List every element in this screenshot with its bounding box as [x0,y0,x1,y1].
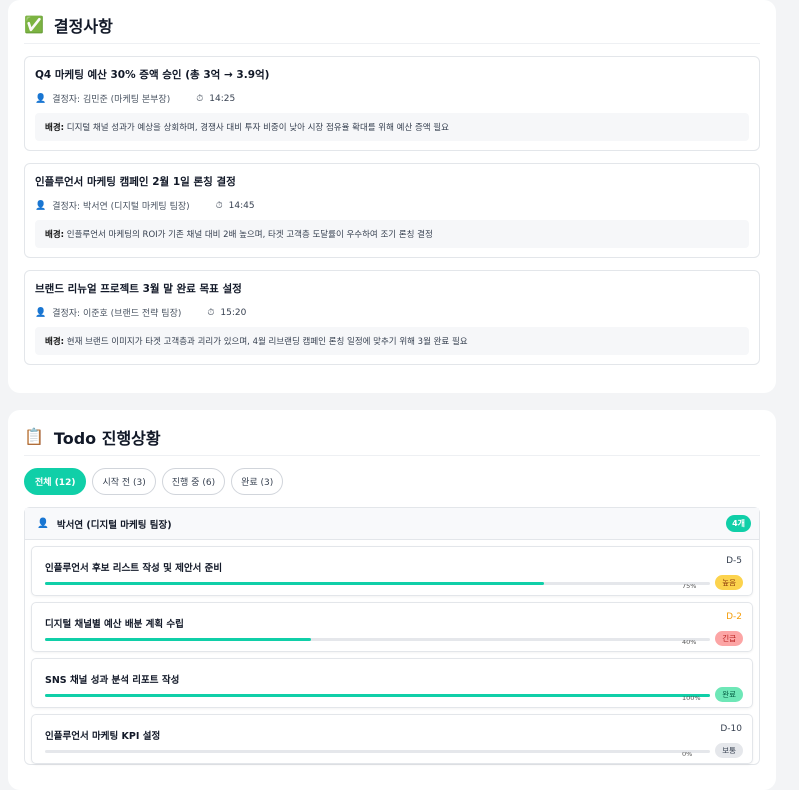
decision-title: 브랜드 리뉴얼 프로젝트 3월 말 완료 목표 설정 [35,283,242,295]
decision-background: 배경: 디지털 채널 성과가 예상을 상회하며, 경쟁사 대비 투자 비중이 낮… [35,113,749,141]
todo-item[interactable]: SNS 채널 성과 분석 리포트 작성 100% 완료 [31,658,753,708]
todo-title: SNS 채널 성과 분석 리포트 작성 [45,675,180,686]
due-label: D-2 [726,612,742,622]
filter-tab[interactable]: 진행 중 (6) [161,468,226,495]
progress-bar [45,582,710,585]
progress-percent: 75% [682,584,697,589]
priority-badge: 높음 [715,575,743,590]
clipboard-icon: 📋 [24,427,44,446]
decision-card: 브랜드 리뉴얼 프로젝트 3월 말 완료 목표 설정 👤 결정자: 이준호 (브랜… [24,270,760,365]
priority-badge: 긴급 [715,631,743,646]
decisions-section: ✅ 결정사항 Q4 마케팅 예산 30% 증액 승인 (총 3억 → 3.9억) … [8,0,776,393]
todo-header: 📋 Todo 진행상황 [24,410,760,456]
check-box-icon: ✅ [24,15,44,34]
group-owner: 박서연 (디지털 마케팅 팀장) [56,519,172,531]
todo-item[interactable]: 인플루언서 후보 리스트 작성 및 제안서 준비 D-5 75% 높음 [31,546,753,596]
decision-card: Q4 마케팅 예산 30% 증액 승인 (총 3억 → 3.9억) 👤 결정자: … [24,56,760,151]
due-label: D-5 [726,556,742,566]
progress-percent: 100% [682,696,701,701]
progress-bar [45,694,710,697]
clock-icon: ⏱ [196,93,204,104]
decision-background: 배경: 현재 브랜드 이미지가 타겟 고객층과 괴리가 있으며, 4월 리브랜딩… [35,327,749,355]
todo-section: 📋 Todo 진행상황 전체 (12) 시작 전 (3) 진행 중 (6) 완료 (3)… [8,410,776,790]
section-title: 결정사항 [53,16,113,36]
priority-badge: 보통 [715,743,743,758]
decision-background: 배경: 인플루언서 마케팅의 ROI가 기존 채널 대비 2배 높으며, 타겟 … [35,220,749,248]
progress-percent: 0% [682,752,693,757]
decision-title: 인플루언서 마케팅 캠페인 2월 1일 론칭 결정 [35,176,236,188]
decider: 결정자: 박서연 (디지털 마케팅 팀장) [52,202,190,212]
group-header[interactable]: 👤 박서연 (디지털 마케팅 팀장) 4개 [25,508,759,540]
decision-title: Q4 마케팅 예산 30% 증액 승인 (총 3억 → 3.9억) [35,69,270,81]
filter-tabs: 전체 (12) 시작 전 (3) 진행 중 (6) 완료 (3) [24,468,760,495]
todo-item[interactable]: 인플루언서 마케팅 KPI 설정 D-10 0% 보통 [31,714,753,764]
decision-time: 15:20 [220,307,247,318]
due-label: D-10 [720,724,742,734]
progress-percent: 40% [682,640,697,645]
filter-tab[interactable]: 완료 (3) [231,468,284,495]
progress-bar [45,750,710,753]
section-title: Todo 진행상황 [53,428,161,448]
filter-tab[interactable]: 시작 전 (3) [92,468,156,495]
todo-title: 인플루언서 마케팅 KPI 설정 [45,731,161,742]
filter-tab[interactable]: 전체 (12) [24,468,87,495]
clock-icon: ⏱ [215,200,223,211]
decision-card: 인플루언서 마케팅 캠페인 2월 1일 론칭 결정 👤 결정자: 박서연 (디지털… [24,163,760,258]
todo-title: 인플루언서 후보 리스트 작성 및 제안서 준비 [45,563,223,574]
todo-group: 👤 박서연 (디지털 마케팅 팀장) 4개 인플루언서 후보 리스트 작성 및 제안… [24,507,760,765]
decision-time: 14:25 [209,93,236,104]
decider: 결정자: 이준호 (브랜드 전략 팀장) [52,309,182,319]
todo-title: 디지털 채널별 예산 배분 계획 수립 [45,619,184,630]
priority-badge: 완료 [715,687,743,702]
person-icon: 👤 [35,307,47,318]
person-icon: 👤 [35,93,47,104]
decider: 결정자: 김민준 (마케팅 본부장) [52,95,171,105]
decisions-header: ✅ 결정사항 [24,0,760,44]
decision-time: 14:45 [228,200,255,211]
clock-icon: ⏱ [207,307,215,318]
person-icon: 👤 [37,518,49,529]
count-badge: 4개 [726,515,751,532]
progress-bar [45,638,710,641]
todo-item[interactable]: 디지털 채널별 예산 배분 계획 수립 D-2 40% 긴급 [31,602,753,652]
person-icon: 👤 [35,200,47,211]
